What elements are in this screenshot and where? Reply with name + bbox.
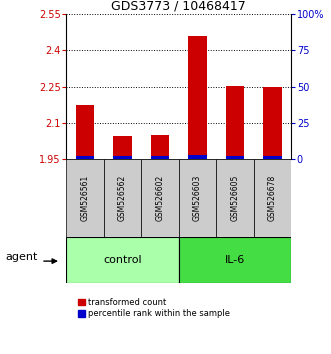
- Bar: [66, 237, 179, 283]
- Bar: [179, 159, 216, 237]
- Legend: transformed count, percentile rank within the sample: transformed count, percentile rank withi…: [75, 295, 234, 322]
- Bar: [141, 159, 179, 237]
- Bar: [151, 135, 169, 159]
- Text: GSM526605: GSM526605: [230, 175, 240, 222]
- Text: GSM526602: GSM526602: [156, 175, 165, 221]
- Bar: [66, 159, 104, 237]
- Text: IL-6: IL-6: [225, 255, 245, 265]
- Text: GSM526561: GSM526561: [80, 175, 89, 221]
- Bar: [226, 86, 244, 159]
- Bar: [113, 136, 132, 159]
- Bar: [151, 156, 169, 159]
- Bar: [216, 159, 254, 237]
- Text: agent: agent: [5, 251, 38, 262]
- Bar: [188, 36, 207, 159]
- Text: control: control: [103, 255, 142, 265]
- Bar: [188, 155, 207, 159]
- Text: GSM526603: GSM526603: [193, 175, 202, 222]
- Bar: [75, 156, 94, 159]
- Bar: [75, 105, 94, 159]
- Bar: [104, 159, 141, 237]
- Text: GSM526562: GSM526562: [118, 175, 127, 221]
- Bar: [263, 156, 282, 159]
- Text: GSM526678: GSM526678: [268, 175, 277, 221]
- Bar: [226, 156, 244, 159]
- Bar: [263, 87, 282, 159]
- Title: GDS3773 / 10468417: GDS3773 / 10468417: [111, 0, 246, 13]
- Bar: [113, 156, 132, 159]
- Bar: [254, 159, 291, 237]
- Bar: [179, 237, 291, 283]
